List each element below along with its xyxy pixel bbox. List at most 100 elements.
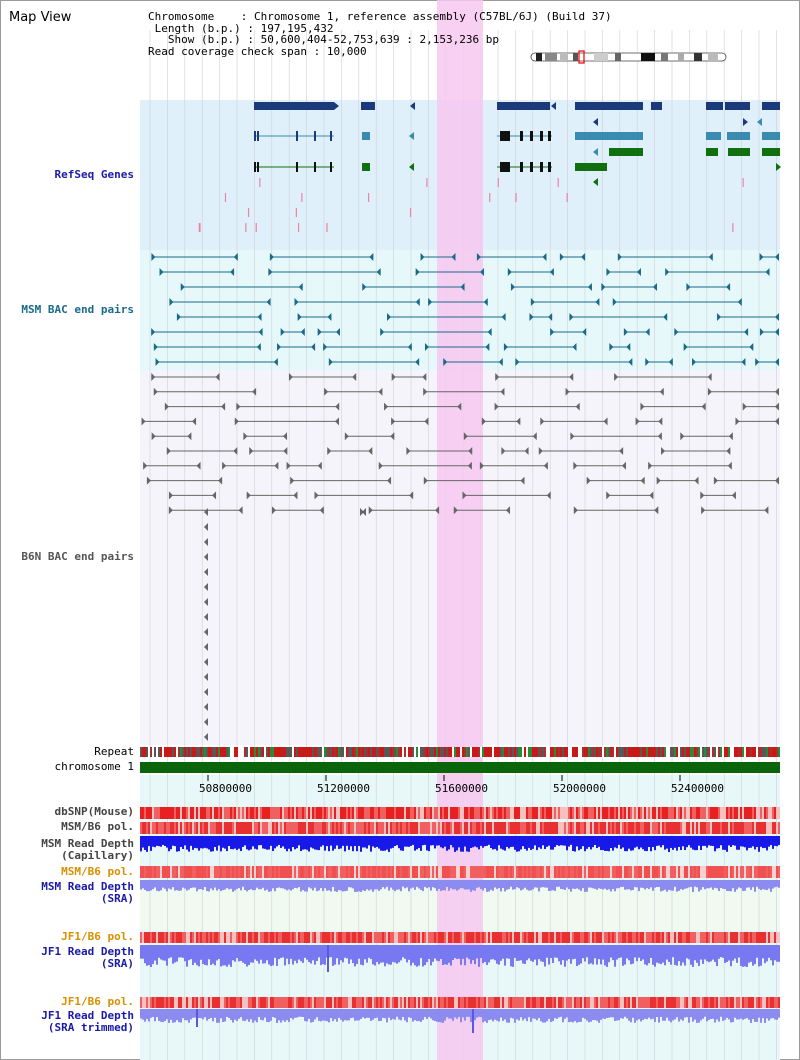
heat-cell <box>348 866 350 878</box>
repeat-segment <box>660 747 662 757</box>
depth-bar <box>640 945 642 961</box>
heat-cell <box>208 807 210 819</box>
heat-cell <box>224 997 226 1008</box>
repeat-segment <box>306 747 308 757</box>
heat-cell <box>718 997 720 1008</box>
heat-cell <box>424 822 426 834</box>
depth-bar <box>480 880 482 889</box>
depth-bar <box>288 880 290 890</box>
depth-bar <box>194 945 196 963</box>
heat-cell <box>562 807 564 819</box>
depth-bar <box>196 880 198 892</box>
track-label-msm-b6-pol[interactable]: MSM/B6 pol. <box>61 820 134 833</box>
depth-bar <box>732 1009 734 1023</box>
heat-cell <box>236 807 238 819</box>
depth-bar <box>436 880 438 891</box>
heat-cell <box>610 932 612 943</box>
depth-bar <box>214 880 216 888</box>
repeat-segment <box>312 747 314 757</box>
track-label-jf1-depth[interactable]: JF1 Read Depth (SRA) <box>41 945 134 970</box>
depth-bar <box>366 945 368 963</box>
depth-bar <box>592 945 594 965</box>
heat-cell <box>362 822 364 834</box>
track-label-jf1-trimmed[interactable]: JF1 Read Depth (SRA trimmed) <box>41 1009 134 1034</box>
depth-bar <box>206 945 208 966</box>
heat-cell <box>414 997 416 1008</box>
depth-bar <box>666 1009 668 1018</box>
heat-cell <box>484 997 486 1008</box>
depth-bar <box>640 1009 642 1022</box>
heat-cell <box>640 932 642 943</box>
bac-end-icon <box>435 506 440 515</box>
heat-cell <box>462 997 464 1008</box>
depth-bar <box>428 880 430 888</box>
track-label-dbsnp[interactable]: dbSNP(Mouse) <box>54 805 134 818</box>
heat-cell <box>596 997 598 1008</box>
heat-cell <box>620 932 622 943</box>
heat-cell <box>676 822 678 834</box>
heat-cell <box>260 807 262 819</box>
heat-cell <box>648 866 650 878</box>
depth-bar <box>258 836 260 846</box>
track-label-jf1-b6-pol[interactable]: JF1/B6 pol. <box>61 930 134 943</box>
heat-cell <box>542 866 544 878</box>
depth-bar <box>752 880 754 888</box>
heat-cell <box>288 822 290 834</box>
track-label-chromosome[interactable]: chromosome 1 <box>54 760 134 773</box>
bac-end-icon <box>621 461 626 470</box>
track-label-jf1-b6-pol-2[interactable]: JF1/B6 pol. <box>61 995 134 1008</box>
heat-cell <box>176 822 178 834</box>
track-label-msm-bac[interactable]: MSM BAC end pairs <box>21 303 134 316</box>
track-label-msm-b6-pol-sra[interactable]: MSM/B6 pol. <box>61 865 134 878</box>
heat-cell <box>494 932 496 943</box>
bac-end-icon <box>378 387 383 396</box>
heat-cell <box>364 822 366 834</box>
depth-bar <box>612 880 614 890</box>
heat-cell <box>572 807 574 819</box>
repeat-segment <box>518 747 520 757</box>
depth-bar <box>646 880 648 889</box>
depth-bar <box>250 945 252 963</box>
bac-end-icon <box>485 343 490 351</box>
depth-bar <box>586 1009 588 1021</box>
depth-bar <box>344 836 346 852</box>
heat-cell <box>524 997 526 1008</box>
depth-bar <box>318 880 320 891</box>
depth-bar <box>150 880 152 891</box>
depth-bar <box>498 945 500 965</box>
depth-bar <box>778 836 780 846</box>
heat-cell <box>436 807 438 819</box>
bac-end-icon <box>645 328 650 336</box>
track-label-b6n-bac[interactable]: B6N BAC end pairs <box>21 550 134 563</box>
heat-cell <box>374 866 376 878</box>
repeat-segment <box>454 747 456 757</box>
heat-cell <box>508 932 510 943</box>
depth-bar <box>406 1009 408 1023</box>
depth-bar <box>232 836 234 850</box>
depth-bar <box>664 880 666 890</box>
depth-bar <box>202 1009 204 1020</box>
repeat-segment <box>668 747 670 757</box>
heat-cell <box>448 822 450 834</box>
heat-cell <box>368 997 370 1008</box>
repeat-segment <box>284 747 286 757</box>
track-label-msm-depth-cap[interactable]: MSM Read Depth (Capillary) <box>41 837 134 862</box>
bac-end-icon <box>153 343 158 351</box>
bac-end-icon <box>759 253 764 261</box>
track-label-repeat[interactable]: Repeat <box>94 745 134 758</box>
heat-cell <box>512 997 514 1008</box>
heat-cell <box>690 822 692 834</box>
depth-bar <box>702 836 704 846</box>
heat-cell <box>750 822 752 834</box>
depth-bar <box>676 836 678 851</box>
track-label-refseq[interactable]: RefSeq Genes <box>54 168 134 181</box>
repeat-segment <box>412 747 414 757</box>
depth-bar <box>740 880 742 889</box>
depth-bar <box>758 1009 760 1018</box>
depth-bar <box>516 880 518 888</box>
bac-end-icon <box>731 491 736 500</box>
track-label-msm-depth-sra[interactable]: MSM Read Depth (SRA) <box>41 880 134 905</box>
gene-exon <box>548 162 551 172</box>
heat-cell <box>142 997 144 1008</box>
